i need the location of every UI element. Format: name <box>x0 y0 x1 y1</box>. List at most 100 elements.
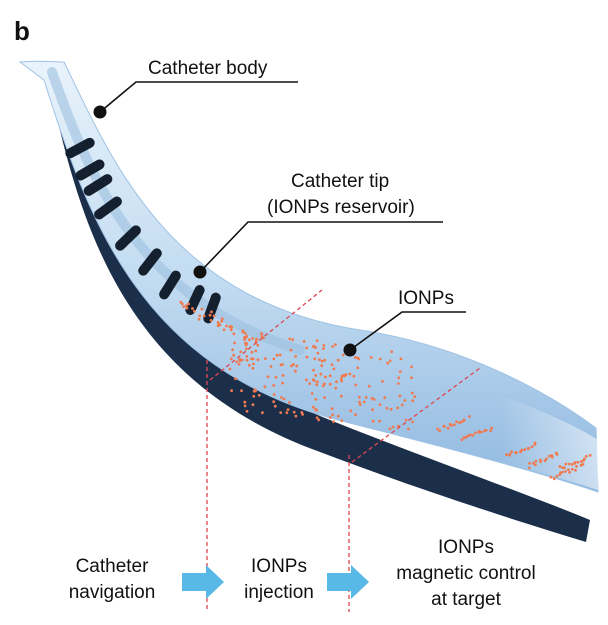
ionp-particle <box>564 470 567 473</box>
ionp-particle <box>316 380 319 384</box>
ionp-particle <box>342 373 346 377</box>
ionp-particle <box>312 405 315 409</box>
ionp-particle <box>364 396 368 399</box>
ionp-particle <box>294 355 297 358</box>
ionp-particle <box>354 383 358 387</box>
ionp-particle <box>386 361 390 365</box>
ionp-particle <box>245 355 249 358</box>
ionp-particle <box>407 427 410 431</box>
ionp-particle <box>202 314 206 318</box>
ionp-particle <box>321 384 325 388</box>
ionp-particle <box>222 328 226 332</box>
ionp-particle <box>330 407 334 411</box>
ionp-particle <box>398 370 402 373</box>
ionp-particle <box>272 384 276 387</box>
ionp-particle <box>515 451 518 454</box>
ionp-particle <box>252 394 256 398</box>
ionp-particle <box>252 362 255 366</box>
ionp-particle <box>241 329 245 333</box>
ionp-particle <box>574 468 577 472</box>
marker-band <box>75 159 105 181</box>
ionp-particle <box>443 425 446 428</box>
ionp-particle <box>555 453 559 456</box>
ionp-particle <box>477 429 481 433</box>
callout-catheter-tip-label-line2: (IONPs reservoir) <box>267 197 415 218</box>
ionp-particle <box>281 363 284 366</box>
callout-catheter-tip-label-line1: Catheter tip <box>291 171 389 192</box>
ionp-particle <box>468 415 471 418</box>
ionp-particle <box>480 430 483 434</box>
ionp-particle <box>314 374 317 377</box>
ionp-particle <box>397 376 401 380</box>
ionp-particle <box>340 419 344 422</box>
ionp-particle <box>403 399 407 402</box>
ionp-particle <box>378 403 382 406</box>
ionp-particle <box>340 379 343 383</box>
ionp-particle <box>315 416 319 420</box>
ionp-particle <box>411 399 415 403</box>
ionp-particle <box>240 389 243 393</box>
ionp-particle <box>336 414 340 418</box>
ionp-particle <box>573 461 577 464</box>
ionp-particle <box>455 420 458 424</box>
ionp-particle <box>349 409 353 413</box>
ionp-particle <box>191 307 194 310</box>
ionp-particle <box>251 366 255 370</box>
ionp-particle <box>528 466 531 470</box>
ionp-particle <box>581 462 585 466</box>
ionp-particle <box>358 395 361 399</box>
ionp-particle <box>336 358 340 362</box>
ionp-particle <box>389 408 393 411</box>
ionp-particle <box>257 393 261 397</box>
ionp-particle <box>436 427 440 431</box>
ionp-particle <box>534 459 538 463</box>
ionp-particle <box>334 386 338 390</box>
ionp-particle <box>588 454 592 457</box>
ionp-particle <box>404 418 408 422</box>
ionp-particle <box>527 446 531 450</box>
ionp-particle <box>555 474 559 478</box>
ionp-particle <box>251 337 255 340</box>
ionp-particle <box>352 374 356 378</box>
ionp-particle <box>308 382 312 385</box>
ionp-particle <box>300 411 304 414</box>
ionp-particle <box>528 461 531 465</box>
ionp-particle <box>288 337 292 341</box>
ionp-particle <box>358 403 362 406</box>
callout-dot <box>193 265 207 279</box>
ionp-particle <box>185 306 189 310</box>
ionp-particle <box>450 423 453 427</box>
ionp-particle <box>323 358 327 362</box>
ionp-particle <box>550 455 554 459</box>
ionp-particle <box>198 314 202 318</box>
ionp-particle <box>220 319 224 323</box>
ionp-particle <box>558 465 562 468</box>
ionp-particle <box>575 465 578 468</box>
ionp-particle <box>229 328 233 332</box>
ionp-particle <box>460 420 464 424</box>
ionp-particle <box>193 309 196 313</box>
ionp-particle <box>245 358 249 362</box>
ionp-particle <box>208 313 212 317</box>
ionp-particle <box>322 344 326 347</box>
ionp-particle <box>245 409 249 413</box>
ionp-particle <box>200 307 204 311</box>
ionp-particle <box>323 382 326 386</box>
ionp-particle <box>209 319 213 322</box>
ionp-particle <box>272 357 276 361</box>
ionp-particle <box>229 357 233 361</box>
step-navigation: Catheter navigation <box>69 556 156 603</box>
ionp-particle <box>232 332 236 336</box>
ionp-particle <box>353 356 357 359</box>
ionp-particle <box>275 353 279 357</box>
ionp-particle <box>484 428 488 432</box>
ionp-particle <box>371 419 375 423</box>
ionp-particle <box>279 411 283 414</box>
arrow-2 <box>327 565 369 599</box>
ionp-particle <box>489 429 493 433</box>
guide-line-injection-diagonal <box>209 289 323 381</box>
panel-label: b <box>14 16 30 46</box>
ionp-particle <box>282 397 286 401</box>
ionp-particle <box>561 470 564 474</box>
ionp-particle <box>253 388 257 392</box>
